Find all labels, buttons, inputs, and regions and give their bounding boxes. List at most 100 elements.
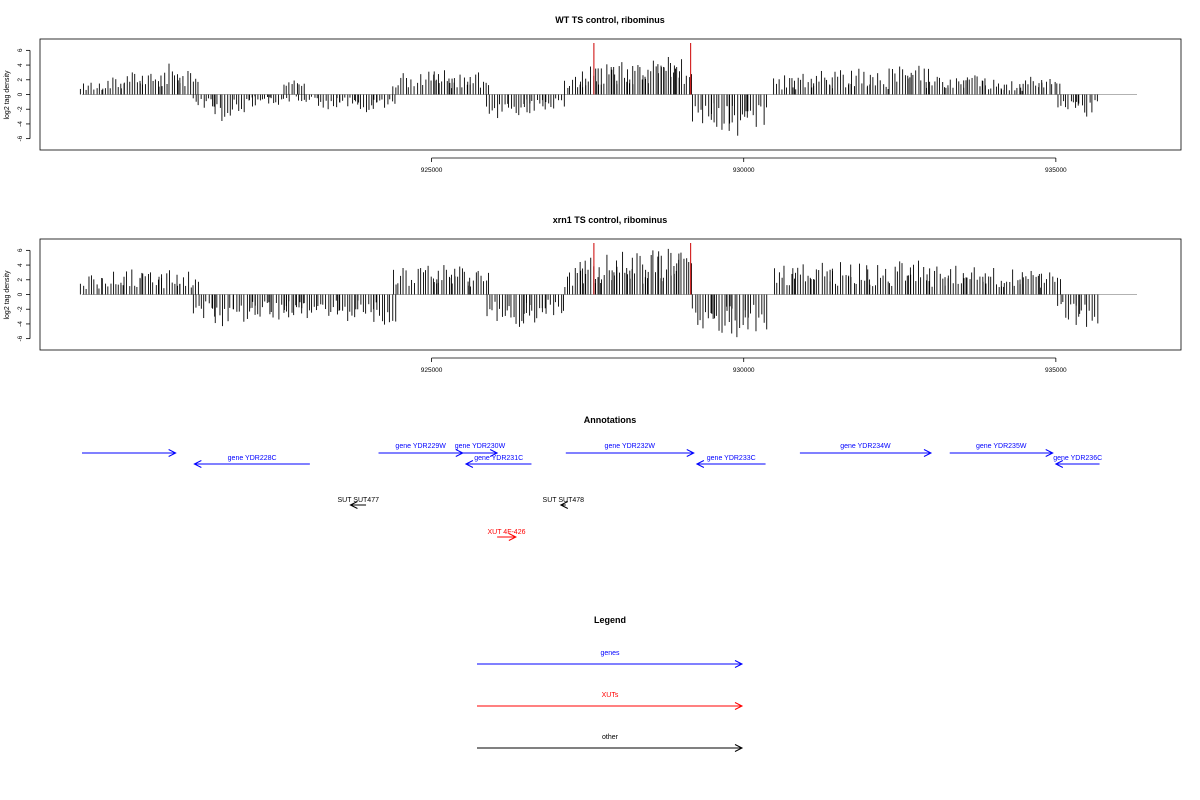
xrn1-bar-cluster bbox=[1001, 269, 1023, 295]
annotation-label: gene YDR231C bbox=[474, 455, 523, 462]
wt-x-tick-label: 935000 bbox=[1045, 167, 1067, 174]
xrn1-signal-bars bbox=[79, 248, 1099, 338]
annotation-arrow-head bbox=[695, 460, 705, 468]
wt-bar-cluster bbox=[177, 70, 199, 95]
legend-title: Legend bbox=[594, 615, 626, 625]
xrn1-y-tick-label: 2 bbox=[17, 278, 24, 282]
wt-bar-cluster bbox=[392, 73, 415, 95]
annotation-feature: SUT SUT478 bbox=[543, 497, 584, 509]
wt-bar-cluster bbox=[139, 73, 162, 95]
wt-y-axis: 6 4 2 0 -2 -4 -6 bbox=[17, 48, 31, 142]
wt-bar-cluster bbox=[657, 56, 680, 95]
wt-bar-cluster bbox=[295, 94, 318, 102]
wt-bar-cluster bbox=[158, 63, 181, 95]
wt-highlight-marks bbox=[593, 43, 692, 95]
wt-bar-cluster bbox=[268, 94, 290, 105]
xrn1-bar-cluster bbox=[1057, 294, 1080, 320]
xrn1-bar-cluster bbox=[773, 265, 795, 295]
xrn1-bar-cluster bbox=[101, 271, 124, 295]
legend-item: genes bbox=[477, 650, 744, 668]
xrn1-track-title: xrn1 TS control, ribominus bbox=[553, 215, 668, 225]
wt-y-tick-label: -2 bbox=[17, 106, 24, 112]
wt-x-tick-label: 925000 bbox=[421, 167, 443, 174]
xrn1-bar-cluster bbox=[336, 294, 359, 321]
annotation-feature bbox=[82, 449, 177, 457]
wt-bar-cluster bbox=[888, 66, 911, 95]
xrn1-bar-cluster bbox=[982, 268, 1005, 295]
legend-arrow-head bbox=[734, 660, 744, 668]
xrn1-bar-cluster bbox=[867, 265, 889, 295]
annotation-arrow-head bbox=[923, 449, 933, 457]
wt-bar-cluster bbox=[692, 94, 715, 124]
legend-label: genes bbox=[600, 650, 620, 657]
wt-bar-cluster bbox=[79, 82, 103, 95]
xrn1-bar-cluster bbox=[541, 294, 565, 316]
xrn1-bar-cluster bbox=[467, 270, 489, 295]
xrn1-bar-cluster bbox=[611, 251, 633, 295]
xrn1-bar-cluster bbox=[373, 294, 397, 325]
wt-bar-cluster bbox=[467, 72, 490, 95]
wt-bar-cluster bbox=[373, 94, 396, 108]
xrn1-bar-cluster bbox=[295, 294, 318, 319]
xrn1-x-tick-label: 930000 bbox=[733, 367, 755, 374]
wt-bar-cluster bbox=[1038, 79, 1061, 95]
legend-items: genes XUTs other bbox=[477, 650, 744, 752]
wt-y-tick-label: 2 bbox=[17, 78, 24, 82]
xrn1-y-axis-label: log2 tag density bbox=[4, 270, 11, 320]
wt-x-axis: 925000 930000 935000 bbox=[421, 157, 1067, 174]
annotation-features: gene YDR228C gene YDR229W gene YDR230W gene… bbox=[82, 443, 1102, 541]
wt-bar-cluster bbox=[449, 74, 471, 95]
xrn1-track-panel: xrn1 TS control, ribominus log2 tag dens… bbox=[4, 215, 1182, 374]
wt-bar-cluster bbox=[523, 94, 546, 111]
wt-bar-cluster bbox=[355, 94, 378, 113]
annotation-label: XUT 4F-426 bbox=[487, 529, 525, 536]
xrn1-bar-cluster bbox=[508, 294, 531, 327]
wt-y-tick-label: 4 bbox=[17, 63, 24, 67]
xrn1-bar-cluster bbox=[158, 270, 181, 295]
annotation-label: gene YDR230W bbox=[455, 443, 506, 450]
wt-y-tick-label: -6 bbox=[17, 135, 24, 141]
xrn1-y-axis: 6 4 2 0 -2 -4 -6 bbox=[17, 248, 31, 342]
annotation-label: gene YDR234W bbox=[840, 443, 891, 450]
xrn1-bar-cluster bbox=[691, 294, 714, 329]
xrn1-x-tick-label: 925000 bbox=[421, 367, 443, 374]
xrn1-bar-cluster bbox=[726, 294, 749, 338]
legend-item: other bbox=[477, 734, 744, 752]
wt-x-tick-label: 930000 bbox=[733, 167, 755, 174]
xrn1-bar-cluster bbox=[283, 294, 305, 316]
wt-bar-cluster bbox=[595, 64, 618, 95]
xrn1-bar-cluster bbox=[249, 294, 271, 317]
legend-label: XUTs bbox=[602, 692, 619, 699]
annotation-feature: gene YDR232W bbox=[565, 443, 695, 457]
xrn1-bar-cluster bbox=[233, 294, 256, 322]
wt-bar-cluster bbox=[102, 77, 125, 95]
wt-bar-cluster bbox=[848, 68, 871, 95]
annotation-feature: XUT 4F-426 bbox=[487, 529, 526, 541]
annotation-feature: gene YDR234W bbox=[799, 443, 933, 457]
annotation-feature: gene YDR235W bbox=[949, 443, 1054, 457]
xrn1-bar-cluster bbox=[889, 261, 912, 295]
xrn1-y-tick-label: 0 bbox=[17, 292, 24, 296]
wt-bar-cluster bbox=[926, 76, 949, 95]
xrn1-bar-cluster bbox=[670, 252, 692, 295]
xrn1-x-axis: 925000 930000 935000 bbox=[421, 357, 1067, 374]
xrn1-bar-cluster bbox=[792, 264, 815, 295]
xrn1-bar-cluster bbox=[944, 265, 967, 295]
xrn1-bar-cluster bbox=[1075, 294, 1099, 327]
annotation-label: SUT SUT477 bbox=[337, 497, 379, 504]
legend-panel: Legend genes XUTs other bbox=[477, 615, 744, 752]
annotation-arrow-head bbox=[349, 501, 358, 509]
wt-bar-cluster bbox=[792, 73, 815, 95]
xrn1-bar-cluster bbox=[848, 263, 870, 295]
annotation-feature: gene YDR233C bbox=[695, 455, 766, 468]
annotation-arrow-head bbox=[1045, 449, 1054, 457]
wt-bar-cluster bbox=[866, 73, 889, 95]
annotation-label: gene YDR228C bbox=[228, 455, 277, 462]
wt-bar-cluster bbox=[1001, 81, 1023, 95]
wt-bar-cluster bbox=[670, 59, 692, 95]
annotation-label: gene YDR229W bbox=[395, 443, 446, 450]
wt-signal-bars bbox=[79, 56, 1098, 136]
wt-bar-cluster bbox=[542, 94, 565, 109]
annotation-arrow-head bbox=[489, 449, 499, 457]
annotation-feature: gene YDR230W bbox=[455, 443, 506, 457]
